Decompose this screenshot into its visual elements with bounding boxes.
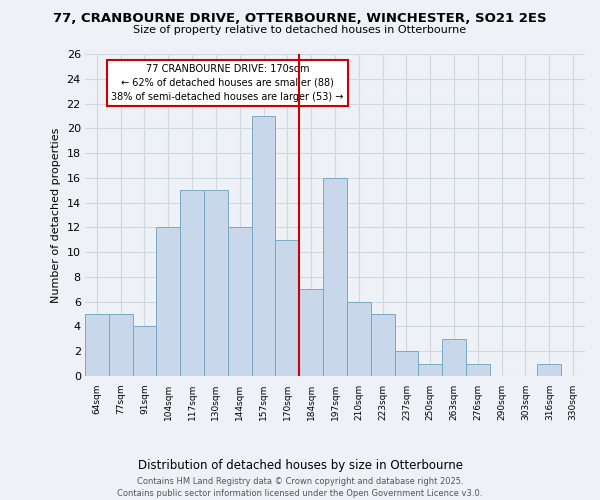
Text: 77, CRANBOURNE DRIVE, OTTERBOURNE, WINCHESTER, SO21 2ES: 77, CRANBOURNE DRIVE, OTTERBOURNE, WINCH… (53, 12, 547, 26)
Bar (299, 290, 323, 376)
Bar (395, 351, 418, 376)
Bar (228, 228, 251, 376)
Y-axis label: Number of detached properties: Number of detached properties (51, 128, 61, 302)
Bar (323, 178, 347, 376)
Bar (538, 364, 561, 376)
Bar (466, 364, 490, 376)
Text: Distribution of detached houses by size in Otterbourne: Distribution of detached houses by size … (137, 460, 463, 472)
Bar (133, 326, 157, 376)
Bar (109, 314, 133, 376)
Bar (442, 339, 466, 376)
Bar (251, 116, 275, 376)
Bar (371, 314, 395, 376)
Bar (347, 302, 371, 376)
Text: 77 CRANBOURNE DRIVE: 170sqm
← 62% of detached houses are smaller (88)
38% of sem: 77 CRANBOURNE DRIVE: 170sqm ← 62% of det… (111, 64, 344, 102)
Bar (180, 190, 204, 376)
Bar (204, 190, 228, 376)
Text: Contains HM Land Registry data © Crown copyright and database right 2025.
Contai: Contains HM Land Registry data © Crown c… (118, 476, 482, 498)
Bar (85, 314, 109, 376)
Text: Size of property relative to detached houses in Otterbourne: Size of property relative to detached ho… (133, 25, 467, 35)
Bar (157, 228, 180, 376)
Bar (418, 364, 442, 376)
Bar (275, 240, 299, 376)
